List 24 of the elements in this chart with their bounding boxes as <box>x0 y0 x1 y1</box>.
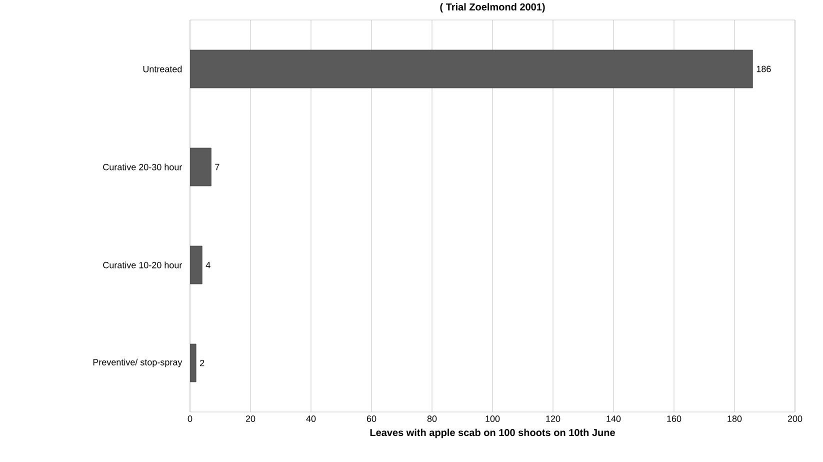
y-tick-label: Preventive/ stop-spray <box>93 358 182 368</box>
y-tick-label: Curative 10-20 hour <box>103 262 182 268</box>
y-tick-label: Curative 20-30 hour <box>103 164 182 170</box>
x-tick-label: 100 <box>486 416 500 422</box>
data-label: 4 <box>206 262 210 268</box>
x-tick-label: 200 <box>788 416 802 422</box>
data-label: 186 <box>756 66 771 72</box>
x-tick-label: 40 <box>306 416 316 422</box>
x-tick-label: 0 <box>188 416 192 422</box>
data-label: 7 <box>215 164 220 170</box>
x-tick-label: 120 <box>546 416 560 422</box>
y-tick-label: Untreated <box>143 66 182 72</box>
bar <box>190 50 753 88</box>
bar <box>190 148 212 186</box>
x-tick-label: 60 <box>366 416 376 422</box>
x-tick-label: 160 <box>667 416 682 422</box>
x-tick-label: 140 <box>606 416 621 422</box>
data-label: 2 <box>200 360 204 366</box>
x-axis-title: Leaves with apple scab on 100 shoots on 10th June <box>370 428 615 438</box>
x-tick-label: 180 <box>728 416 742 422</box>
bar <box>190 246 202 284</box>
x-tick-label: 80 <box>427 416 437 422</box>
x-tick-label: 20 <box>246 416 256 422</box>
chart-title: ( Trial Zoelmond 2001) <box>440 3 545 12</box>
